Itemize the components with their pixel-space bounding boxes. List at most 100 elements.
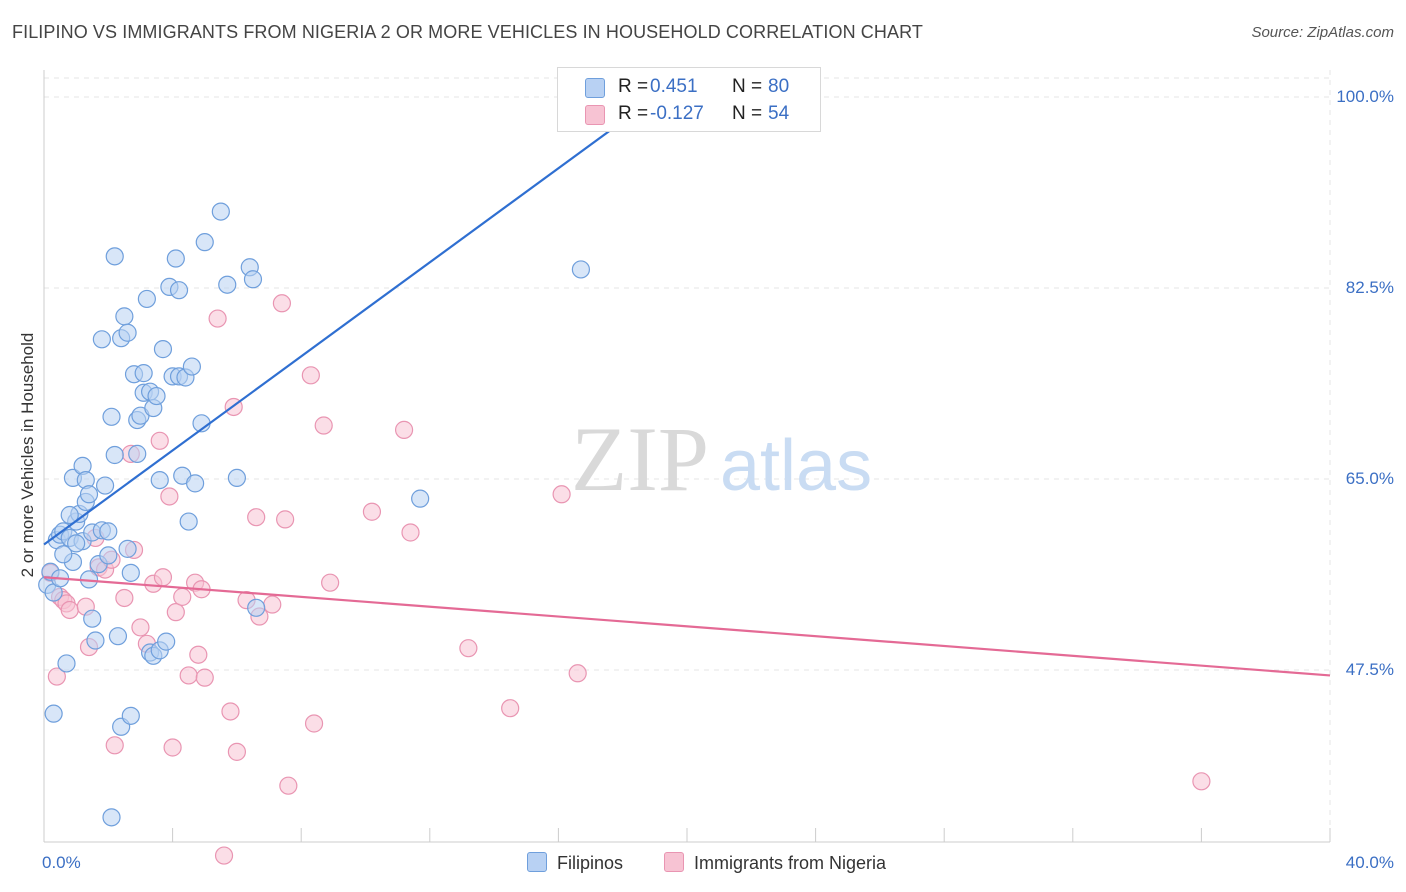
filipino-point (99, 522, 118, 541)
y-tick-label: 47.5% (1345, 660, 1394, 679)
filipino-point (105, 445, 124, 465)
nigeria-point (221, 702, 240, 721)
legend-n-value: 80 (768, 76, 790, 97)
filipino-trend-line (43, 101, 650, 546)
filipino-point (118, 323, 137, 342)
nigeria-point (247, 508, 266, 527)
y-tick-label: 82.5% (1345, 278, 1394, 297)
filipino-point (169, 281, 189, 300)
filipino-point (57, 654, 76, 673)
filipino-point (195, 233, 214, 252)
grid-lines (44, 70, 1331, 842)
y-tick-label: 100.0% (1336, 87, 1394, 106)
filipino-point (121, 563, 140, 582)
filipino-point (128, 444, 147, 463)
nigeria-point (189, 645, 208, 664)
nigeria-point (105, 736, 124, 755)
nigeria-point (301, 366, 320, 385)
filipino-point (95, 476, 115, 495)
nigeria-point (276, 510, 295, 529)
filipino-point (150, 470, 169, 490)
y-tick-label: 65.0% (1345, 469, 1394, 488)
nigeria-point (1192, 772, 1211, 791)
nigeria-point (153, 568, 173, 587)
nigeria-point (166, 603, 185, 622)
nigeria-point (314, 416, 333, 435)
legend-r-label: R = (618, 103, 649, 124)
legend-swatch-blue (585, 78, 605, 98)
bottom-legend-swatch-blue (527, 852, 547, 872)
filipino-point (118, 539, 137, 558)
nigeria-point (47, 667, 66, 686)
bottom-legend-label: Filipinos (557, 853, 624, 873)
bottom-legend-label: Immigrants from Nigeria (694, 853, 887, 873)
filipino-point (105, 247, 124, 266)
filipino-point (86, 631, 105, 650)
legend-n-label: N = (732, 76, 763, 97)
filipino-point (60, 505, 79, 525)
filipino-point (153, 340, 173, 359)
filipino-point (182, 357, 201, 376)
watermark-atlas: atlas (720, 426, 872, 506)
legend-row-nigeria: R = -0.127 N = 54 (558, 100, 820, 128)
nigeria-point (115, 588, 134, 608)
nigeria-point (214, 846, 234, 865)
filipino-point (54, 545, 73, 564)
nigeria-point (362, 502, 382, 521)
nigeria-point (208, 309, 227, 328)
legend-swatch-pink (585, 105, 605, 125)
nigeria-point (263, 595, 282, 614)
filipino-point (411, 489, 430, 508)
filipino-point (137, 289, 156, 309)
filipino-point (211, 202, 230, 221)
nigeria-point (568, 664, 587, 683)
filipino-point (67, 534, 86, 553)
x-tick-min: 0.0% (42, 853, 81, 872)
filipino-point (134, 364, 153, 383)
filipino-point (147, 386, 166, 406)
filipino-point (218, 275, 237, 294)
filipino-point (247, 598, 266, 617)
nigeria-point (160, 487, 179, 506)
nigeria-point (279, 776, 298, 795)
nigeria-point (179, 666, 198, 685)
nigeria-trend-line (43, 576, 1331, 677)
filipino-point (157, 632, 176, 651)
filipino-point (99, 546, 118, 565)
nigeria-point (173, 587, 192, 606)
legend-row-filipinos: R = 0.451 N = 80 (558, 73, 820, 101)
legend-n-label: N = (732, 103, 763, 124)
filipino-point (108, 627, 128, 646)
nigeria-point (501, 699, 520, 718)
filipino-points (38, 202, 591, 827)
nigeria-point (459, 639, 478, 658)
nigeria-point (227, 742, 246, 761)
watermark: ZIP atlas (571, 408, 872, 510)
filipino-point (179, 512, 198, 531)
filipino-point (227, 468, 246, 488)
nigeria-point (321, 573, 340, 592)
nigeria-point (272, 294, 292, 313)
bottom-legend-swatch-pink (664, 852, 684, 872)
nigeria-point (150, 431, 169, 450)
nigeria-point (552, 485, 571, 504)
legend: R = 0.451 N = 80 R = -0.127 N = 54 (557, 67, 821, 132)
filipino-point (121, 706, 140, 725)
filipino-point (166, 249, 185, 268)
nigeria-point (163, 738, 182, 757)
nigeria-point (195, 668, 214, 687)
filipino-point (44, 704, 63, 723)
legend-r-value: -0.127 (650, 103, 704, 124)
nigeria-point (131, 618, 150, 637)
filipino-point (92, 330, 111, 349)
source-label: Source: ZipAtlas.com (1251, 24, 1394, 41)
bottom-legend-filipinos: Filipinos (527, 852, 623, 874)
x-tick-max: 40.0% (1345, 853, 1394, 872)
filipino-point (571, 260, 591, 279)
chart-title: FILIPINO VS IMMIGRANTS FROM NIGERIA 2 OR… (12, 22, 923, 42)
legend-r-label: R = (618, 76, 649, 97)
nigeria-point (60, 600, 79, 620)
filipino-point (186, 474, 205, 493)
legend-r-value: 0.451 (650, 76, 698, 97)
